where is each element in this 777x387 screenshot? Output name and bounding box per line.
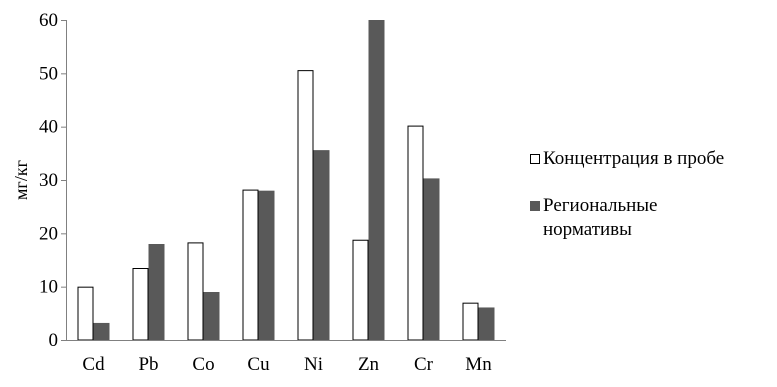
bar-regional-Ni (313, 150, 330, 341)
bar-sample-Co (187, 242, 204, 341)
y-tick-label: 30 (39, 170, 58, 191)
bar-sample-Cr (407, 125, 424, 341)
legend: Концентрация в пробе Региональные нормат… (530, 147, 775, 242)
x-tick-label: Zn (358, 354, 380, 375)
y-tick-label: 40 (39, 117, 58, 138)
bar-sample-Pb (132, 268, 149, 341)
bar-sample-Ni (297, 70, 314, 341)
bar-sample-Mn (462, 302, 479, 341)
bar-regional-Zn (368, 20, 385, 341)
x-tick-label: Pb (138, 354, 158, 375)
legend-item-sample: Концентрация в пробе (530, 147, 775, 171)
y-tick-label: 50 (39, 63, 58, 84)
x-tick-label: Cr (414, 354, 434, 375)
y-tick-label: 10 (39, 277, 58, 298)
bar-regional-Cd (93, 322, 110, 341)
bar-sample-Zn (352, 239, 369, 341)
y-tick-label: 0 (49, 330, 59, 351)
x-tick-label: Cd (82, 354, 105, 375)
bar-sample-Cu (242, 189, 259, 341)
legend-label-regional: Региональные нормативы (543, 195, 658, 240)
bar-regional-Co (203, 292, 220, 341)
y-axis-label: мг/кг (11, 160, 31, 200)
legend-swatch-sample (530, 154, 540, 164)
bar-regional-Cr (423, 178, 440, 341)
x-tick-label: Cu (247, 354, 270, 375)
x-tick-label: Mn (465, 354, 492, 375)
y-tick-label: 60 (39, 10, 58, 31)
legend-label-sample: Концентрация в пробе (543, 148, 725, 169)
x-tick-label: Co (192, 354, 214, 375)
bar-regional-Cu (258, 190, 275, 341)
legend-item-regional: Региональные нормативы (530, 194, 775, 242)
x-tick-label: Ni (304, 354, 323, 375)
legend-swatch-regional (530, 201, 540, 211)
bar-sample-Cd (77, 286, 94, 341)
bar-regional-Mn (478, 307, 495, 341)
bar-regional-Pb (148, 244, 165, 341)
y-tick-label: 20 (39, 223, 58, 244)
